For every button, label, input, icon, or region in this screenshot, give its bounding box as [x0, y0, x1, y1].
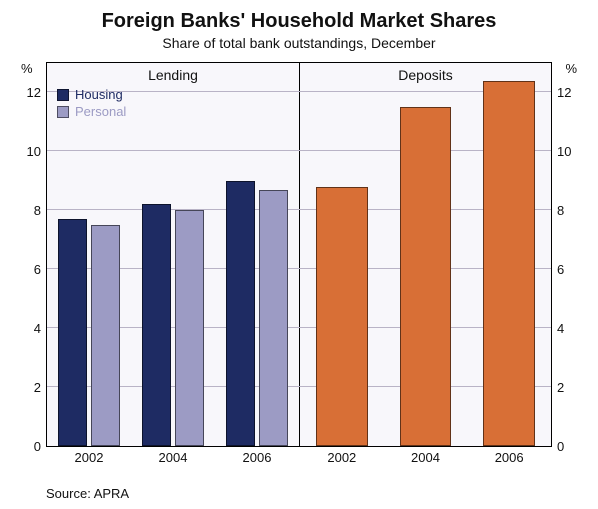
y-tick-right: 6	[551, 262, 591, 277]
panel-deposits-title: Deposits	[300, 67, 551, 83]
x-tick: 2006	[495, 446, 524, 465]
x-tick: 2002	[327, 446, 356, 465]
bar	[91, 225, 120, 446]
y-tick-left: 2	[7, 380, 47, 395]
legend-label: Housing	[75, 87, 123, 102]
bar	[259, 190, 288, 446]
chart-container: Foreign Banks' Household Market Shares S…	[0, 0, 598, 509]
legend-label: Personal	[75, 104, 126, 119]
y-tick-left: 4	[7, 321, 47, 336]
y-unit-right: %	[565, 61, 577, 76]
y-tick-left: 6	[7, 262, 47, 277]
legend-swatch	[57, 89, 69, 101]
legend-lending: Housing Personal	[57, 87, 126, 121]
chart-source: Source: APRA	[46, 486, 129, 501]
y-tick-left: 0	[7, 439, 47, 454]
bar	[175, 210, 204, 446]
x-tick: 2006	[243, 446, 272, 465]
legend-swatch	[57, 106, 69, 118]
plot-area: % % Lending HousingPersonal 200220042006…	[46, 62, 552, 447]
legend-item: Housing	[57, 87, 126, 102]
x-tick: 2004	[159, 446, 188, 465]
bar	[400, 107, 452, 446]
y-tick-right: 0	[551, 439, 591, 454]
y-tick-left: 10	[7, 144, 47, 159]
x-tick: 2004	[411, 446, 440, 465]
bar	[226, 181, 255, 446]
bar	[58, 219, 87, 446]
y-tick-right: 8	[551, 203, 591, 218]
y-tick-right: 2	[551, 380, 591, 395]
chart-title: Foreign Banks' Household Market Shares	[0, 10, 598, 33]
bars-deposits	[300, 63, 551, 446]
bar	[142, 204, 171, 446]
bar	[316, 187, 368, 446]
y-tick-left: 12	[7, 85, 47, 100]
y-tick-left: 8	[7, 203, 47, 218]
chart-subtitle: Share of total bank outstandings, Decemb…	[0, 35, 598, 51]
panel-lending: Lending HousingPersonal 200220042006	[47, 63, 299, 446]
y-unit-left: %	[21, 61, 33, 76]
bar	[483, 81, 535, 446]
panel-lending-title: Lending	[47, 67, 299, 83]
legend-item: Personal	[57, 104, 126, 119]
y-tick-right: 10	[551, 144, 591, 159]
y-tick-right: 12	[551, 85, 591, 100]
panel-deposits: Deposits 200220042006	[299, 63, 551, 446]
y-tick-right: 4	[551, 321, 591, 336]
x-tick: 2002	[75, 446, 104, 465]
